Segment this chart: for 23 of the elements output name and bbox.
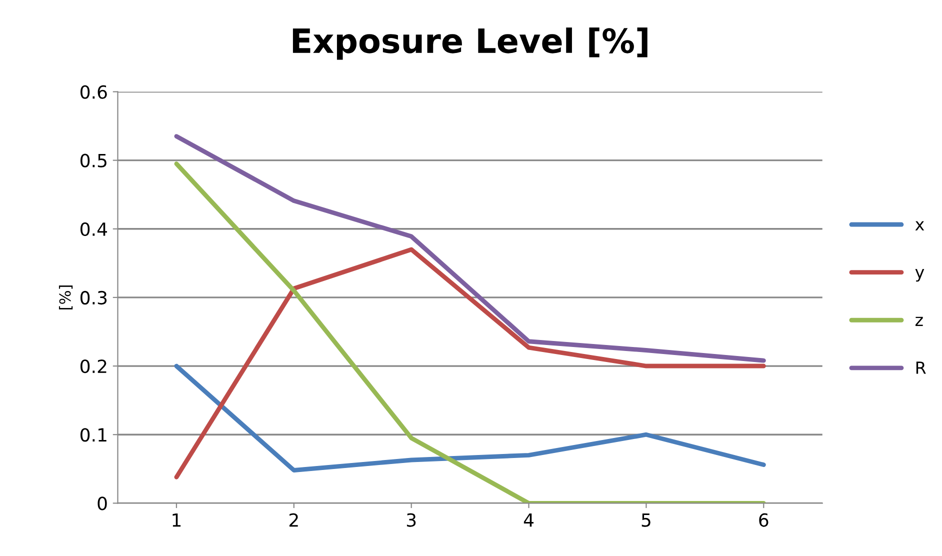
line-series bbox=[174, 247, 766, 480]
line-series bbox=[174, 162, 766, 504]
y-tick-label: 0.6 bbox=[80, 85, 107, 99]
line-series bbox=[174, 364, 766, 472]
x-tick-label: 5 bbox=[642, 513, 650, 527]
x-tick-label: 2 bbox=[289, 513, 298, 527]
legend-label: z bbox=[916, 316, 923, 326]
line-series bbox=[174, 134, 766, 363]
y-tick-label: 0.4 bbox=[80, 222, 108, 236]
x-tick-label: 4 bbox=[524, 513, 534, 527]
x-tick-label: 1 bbox=[172, 513, 181, 527]
chart-title: Exposure Level [%] bbox=[292, 28, 648, 60]
y-tick-label: 0.1 bbox=[80, 428, 106, 442]
legend-label: R bbox=[916, 362, 926, 374]
y-tick-label: 0.2 bbox=[80, 359, 106, 374]
legend-label: y bbox=[915, 269, 924, 282]
x-tick-label: 3 bbox=[406, 513, 416, 527]
y-tick-label: 0.3 bbox=[80, 290, 107, 305]
x-tick-label: 6 bbox=[759, 513, 768, 527]
legend-label: x bbox=[915, 221, 924, 230]
y-tick-label: 0.5 bbox=[80, 154, 106, 168]
y-axis-title: [%] bbox=[58, 286, 73, 310]
y-tick-label: 0 bbox=[98, 496, 107, 510]
